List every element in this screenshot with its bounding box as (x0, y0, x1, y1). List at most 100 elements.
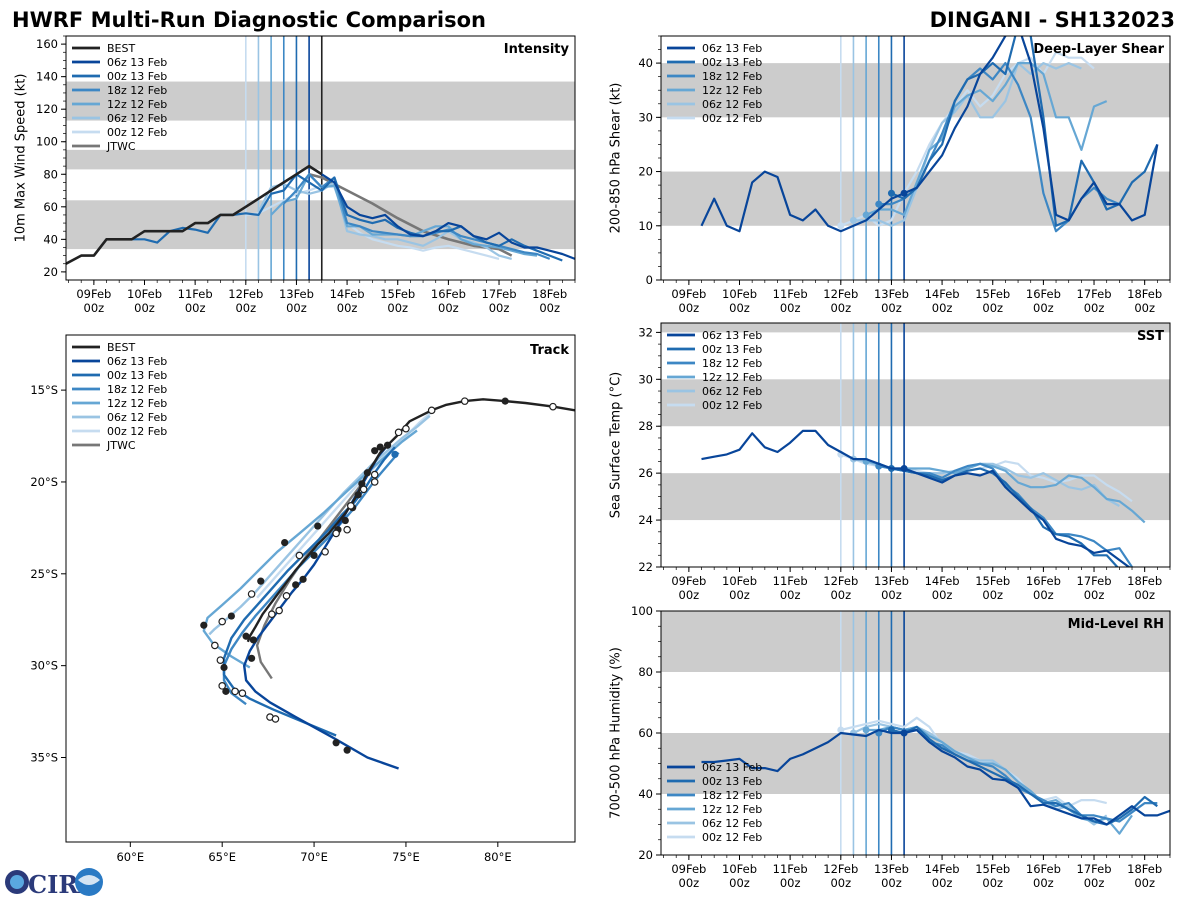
legend-label-06z-12-feb: 06z 12 Feb (107, 411, 167, 424)
ytick-label-25: 25°S (30, 567, 58, 581)
track-point-open-21 (231, 687, 239, 696)
track-point-open-13 (282, 592, 291, 600)
legend-label-12z-12-feb: 12z 12 Feb (702, 84, 762, 97)
xtick-label-date-2: 11Feb (178, 287, 213, 301)
legend-label-00z-12-feb: 00z 12 Feb (702, 831, 762, 844)
xtick-label-hour-5: 00z (932, 301, 953, 315)
xtick-label-hour-2: 00z (780, 588, 801, 602)
legend-label-06z-12-feb: 06z 12 Feb (107, 112, 167, 125)
ytick-label-20: 20 (638, 165, 653, 179)
xtick-label-hour-0: 00z (679, 588, 700, 602)
xtick-label-date-8: 17Feb (1077, 862, 1112, 876)
xtick-label-60: 60°E (116, 850, 144, 864)
band-2 (66, 81, 575, 121)
track-point-open-5 (370, 470, 379, 479)
xtick-label-date-3: 12Feb (823, 287, 858, 301)
track-point-open-15 (268, 610, 276, 619)
ytick-label-80: 80 (43, 167, 58, 181)
legend-label-06z-13-feb: 06z 13 Feb (107, 355, 167, 368)
track-point-filled-24 (343, 746, 351, 754)
xtick-label-date-9: 18Feb (532, 287, 567, 301)
panel-title-rh: Mid-Level RH (1068, 617, 1164, 632)
track-point-filled-20 (247, 654, 256, 662)
ytick-label-60: 60 (638, 726, 653, 740)
track-point-filled-8 (341, 516, 349, 525)
ytick-label-24: 24 (638, 513, 653, 527)
xtick-label-hour-1: 00z (729, 588, 750, 602)
series-00z-12-feb (840, 716, 1107, 808)
band-0 (661, 171, 1170, 226)
band-1 (661, 611, 1170, 672)
xtick-label-date-5: 14Feb (330, 287, 365, 301)
xtick-label-date-0: 09Feb (671, 862, 706, 876)
track-point-open-1 (460, 397, 469, 405)
xtick-label-hour-6: 00z (982, 876, 1003, 890)
legend-label-12z-12-feb: 12z 12 Feb (107, 98, 167, 111)
xtick-label-date-6: 15Feb (975, 862, 1010, 876)
xtick-label-hour-3: 00z (235, 301, 256, 315)
legend-label-06z-13-feb: 06z 13 Feb (702, 42, 762, 55)
legend-label-18z-12-feb: 18z 12 Feb (702, 357, 762, 370)
ytick-label-140: 140 (36, 70, 58, 84)
track-point-filled-4 (363, 469, 371, 477)
legend-label-06z-12-feb: 06z 12 Feb (702, 817, 762, 830)
init-point-06z-12-feb (849, 216, 857, 224)
band-1 (661, 63, 1170, 118)
cira-logo-inner-icon (10, 875, 24, 889)
xtick-label-date-9: 18Feb (1127, 862, 1162, 876)
xtick-label-hour-7: 00z (1033, 876, 1054, 890)
init-point-18z-12-feb (875, 200, 883, 208)
xtick-label-date-4: 13Feb (874, 287, 909, 301)
track-point-open-4 (394, 428, 403, 437)
legend-label-12z-12-feb: 12z 12 Feb (702, 803, 762, 816)
legend-label-00z-12-feb: 00z 12 Feb (107, 126, 167, 139)
ytick-label-120: 120 (36, 102, 58, 116)
legend-label-06z-13-feb: 06z 13 Feb (702, 329, 762, 342)
track-point-open-0 (549, 402, 557, 411)
track-point-open-8 (347, 502, 355, 510)
xtick-label-hour-5: 00z (932, 876, 953, 890)
ytick-label-15: 15°S (30, 383, 58, 397)
cira-logo: CIRA (5, 868, 103, 899)
track-point-filled-2 (376, 443, 384, 451)
xtick-label-75: 75°E (392, 850, 420, 864)
xtick-label-hour-3: 00z (830, 301, 851, 315)
legend-label-12z-12-feb: 12z 12 Feb (702, 371, 762, 384)
track-point-open-3 (402, 424, 410, 433)
track-point-filled-0 (501, 397, 509, 405)
track-12z-12-feb (202, 429, 418, 669)
main-title: HWRF Multi-Run Diagnostic Comparison (12, 8, 486, 32)
xtick-label-hour-6: 00z (387, 301, 408, 315)
xtick-label-date-1: 10Feb (722, 287, 757, 301)
track-point-open-10 (332, 529, 340, 538)
xtick-label-date-0: 09Feb (671, 574, 706, 588)
track-point-filled-23 (332, 739, 340, 747)
xtick-label-hour-7: 00z (1033, 588, 1054, 602)
xtick-label-date-5: 14Feb (925, 287, 960, 301)
track-point-filled-18 (242, 632, 250, 640)
xtick-label-hour-9: 00z (539, 301, 560, 315)
panel-intensity: 2040608010012014016009Feb00z10Feb00z11Fe… (14, 35, 576, 315)
track-point-open-24 (271, 715, 280, 723)
storm-title: DINGANI - SH132023 (930, 8, 1175, 32)
series-best (66, 164, 323, 265)
ylabel-sst: Sea Surface Temp (°C) (609, 372, 624, 519)
series-12z-12-feb (865, 460, 1146, 524)
xtick-label-date-5: 14Feb (925, 862, 960, 876)
series-12z-12-feb (865, 62, 1108, 216)
band-1 (661, 379, 1170, 427)
frame-sst (660, 322, 1171, 568)
track-point-open-16 (247, 590, 256, 598)
legend-label-06z-12-feb: 06z 12 Feb (702, 98, 762, 111)
track-point-filled-19 (249, 636, 258, 644)
ytick-label-32: 32 (638, 325, 653, 339)
ytick-label-26: 26 (638, 466, 653, 480)
xtick-label-65: 65°E (208, 850, 236, 864)
track-point-filled-15 (257, 577, 265, 585)
xtick-label-date-2: 11Feb (773, 862, 808, 876)
xtick-label-date-3: 12Feb (228, 287, 263, 301)
series-00z-13-feb (890, 36, 1159, 227)
track-point-open-19 (216, 656, 225, 664)
init-point-12z-12-feb (862, 211, 870, 219)
xtick-label-hour-8: 00z (489, 301, 510, 315)
